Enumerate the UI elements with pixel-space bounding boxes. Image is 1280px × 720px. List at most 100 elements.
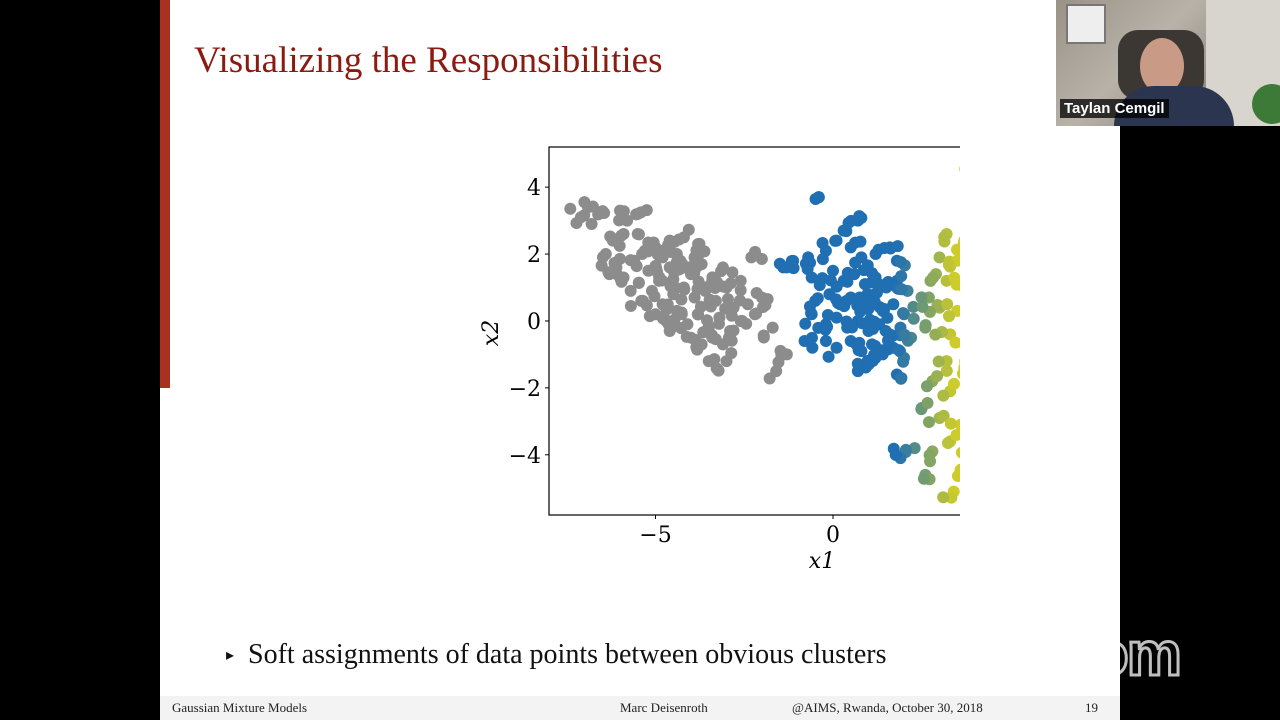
data-point bbox=[940, 364, 953, 377]
data-point bbox=[929, 328, 942, 341]
data-point bbox=[689, 333, 702, 346]
data-point bbox=[812, 191, 825, 204]
data-point bbox=[840, 225, 853, 238]
data-point bbox=[763, 372, 776, 385]
data-point bbox=[721, 293, 734, 306]
data-point bbox=[799, 317, 812, 330]
data-point bbox=[868, 349, 881, 362]
data-point bbox=[713, 317, 726, 330]
data-point bbox=[613, 252, 626, 265]
data-point bbox=[670, 255, 683, 268]
data-point bbox=[624, 299, 637, 312]
data-point bbox=[891, 240, 904, 253]
data-point bbox=[895, 372, 908, 385]
y-tick-label: −4 bbox=[509, 444, 541, 469]
data-point bbox=[937, 389, 950, 402]
data-point bbox=[816, 237, 829, 250]
data-point bbox=[917, 472, 930, 485]
slide: Visualizing the Responsibilities −505 −4… bbox=[160, 0, 1120, 720]
data-point bbox=[870, 286, 883, 299]
data-point bbox=[933, 251, 946, 264]
data-point bbox=[922, 416, 935, 429]
data-point bbox=[570, 217, 583, 230]
data-point bbox=[958, 283, 960, 292]
data-point bbox=[894, 256, 907, 269]
data-point bbox=[944, 417, 957, 430]
data-point bbox=[868, 295, 881, 308]
y-tick-label: 2 bbox=[527, 243, 541, 268]
bullet-text: Soft assignments of data points between … bbox=[248, 639, 887, 670]
data-point bbox=[682, 223, 695, 236]
data-point bbox=[715, 265, 728, 278]
data-point bbox=[941, 298, 954, 311]
data-point bbox=[642, 236, 655, 249]
data-point bbox=[724, 277, 737, 290]
data-point bbox=[805, 331, 818, 344]
data-point bbox=[848, 268, 861, 281]
data-point bbox=[694, 300, 707, 313]
y-axis-label: x2 bbox=[479, 320, 504, 346]
data-point bbox=[578, 196, 591, 209]
data-point bbox=[830, 341, 843, 354]
data-point bbox=[668, 235, 681, 248]
data-point bbox=[829, 234, 842, 247]
data-point bbox=[915, 291, 928, 304]
footer-event: @AIMS, Rwanda, October 30, 2018 bbox=[792, 700, 983, 715]
data-point bbox=[578, 209, 591, 222]
data-point bbox=[710, 362, 723, 375]
y-tick-label: 4 bbox=[527, 176, 541, 201]
data-point bbox=[706, 271, 719, 284]
x-tick-labels: −505 bbox=[639, 515, 840, 548]
data-point bbox=[882, 275, 895, 288]
data-point bbox=[949, 336, 960, 349]
data-point bbox=[675, 306, 688, 319]
data-point bbox=[740, 317, 753, 330]
data-point bbox=[869, 339, 882, 352]
y-tick-label: −2 bbox=[509, 377, 541, 402]
data-point bbox=[950, 243, 960, 256]
data-point bbox=[700, 281, 713, 294]
slide-accent-bar bbox=[160, 0, 170, 388]
data-point bbox=[887, 442, 900, 455]
data-point bbox=[595, 259, 608, 272]
data-point bbox=[895, 283, 908, 296]
data-point bbox=[748, 308, 761, 321]
data-point bbox=[841, 275, 854, 288]
data-point bbox=[750, 286, 763, 299]
data-point bbox=[830, 280, 843, 293]
data-point bbox=[942, 310, 955, 323]
data-point bbox=[725, 347, 738, 360]
data-point bbox=[855, 211, 868, 224]
data-point bbox=[950, 278, 960, 291]
participant-head bbox=[1140, 38, 1184, 94]
data-point bbox=[726, 266, 739, 279]
triangle-right-icon: ▸ bbox=[226, 647, 235, 664]
data-point bbox=[845, 214, 858, 227]
data-point bbox=[866, 267, 879, 280]
data-point bbox=[821, 309, 834, 322]
data-point bbox=[691, 249, 704, 262]
y-tick-labels: −4 −2 0 2 4 bbox=[509, 176, 549, 469]
footer-left: Gaussian Mixture Models bbox=[172, 700, 308, 715]
data-point bbox=[691, 343, 704, 356]
data-point bbox=[678, 283, 691, 296]
data-point bbox=[757, 331, 770, 344]
participant-video[interactable]: Taylan Cemgil bbox=[1056, 0, 1280, 126]
data-point bbox=[648, 290, 661, 303]
data-point bbox=[749, 245, 762, 258]
data-point bbox=[806, 341, 819, 354]
data-point bbox=[592, 208, 605, 221]
data-point bbox=[924, 455, 937, 468]
data-point bbox=[617, 205, 630, 218]
data-point bbox=[919, 319, 932, 332]
participant-name-label: Taylan Cemgil bbox=[1060, 99, 1169, 118]
data-point bbox=[853, 291, 866, 304]
data-point bbox=[938, 235, 951, 248]
data-point bbox=[853, 336, 866, 349]
data-point bbox=[897, 355, 910, 368]
bullet-item: ▸ Soft assignments of data points between… bbox=[226, 636, 887, 678]
data-point bbox=[955, 446, 960, 459]
data-point bbox=[662, 317, 675, 330]
data-point bbox=[632, 276, 645, 289]
data-point bbox=[822, 350, 835, 363]
